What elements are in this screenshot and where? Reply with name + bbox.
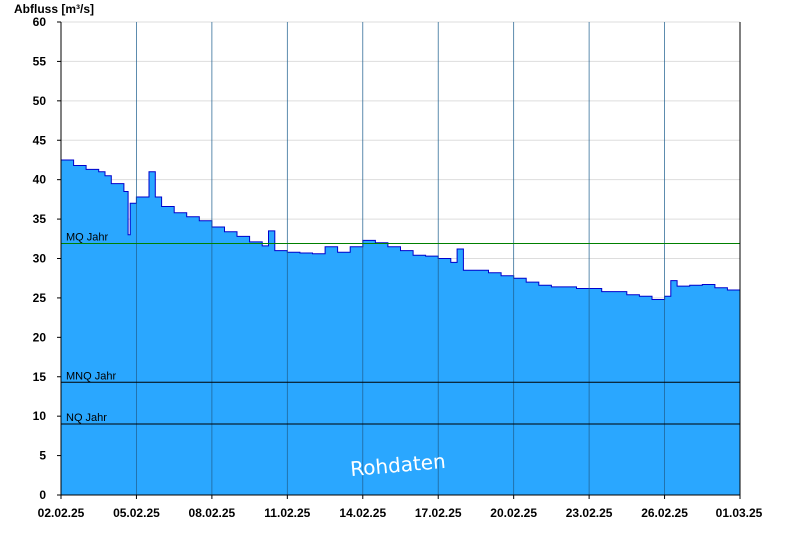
y-tick-label: 40	[33, 173, 47, 187]
x-tick-label: 08.02.25	[189, 506, 236, 520]
y-tick-label: 50	[33, 94, 47, 108]
y-tick-label: 45	[33, 133, 47, 147]
x-tick-label: 17.02.25	[415, 506, 462, 520]
x-tick-label: 05.02.25	[113, 506, 160, 520]
axes	[57, 21, 741, 499]
y-tick-label: 60	[33, 15, 47, 29]
y-tick-label: 35	[33, 212, 47, 226]
x-tick-label: 14.02.25	[339, 506, 386, 520]
y-tick-label: 15	[33, 370, 47, 384]
x-tick-label: 01.03.25	[716, 506, 763, 520]
y-axis-label: Abfluss [m³/s]	[14, 2, 94, 16]
y-tick-label: 55	[33, 54, 47, 68]
reference-label: MNQ Jahr	[66, 370, 116, 382]
x-tick-label: 11.02.25	[264, 506, 310, 520]
y-tick-labels: 0 5 10 15 20 25 30 35 40 45 50 55 60	[33, 15, 47, 502]
x-tick-label: 26.02.25	[641, 506, 688, 520]
discharge-line	[61, 159, 741, 300]
x-tick-label: 23.02.25	[566, 506, 613, 520]
x-tick-labels: 02.02.25 05.02.25 08.02.25 11.02.25 14.02.25…	[38, 506, 763, 520]
y-tick-label: 0	[39, 488, 46, 502]
y-tick-label: 20	[33, 330, 47, 344]
y-tick-label: 25	[33, 291, 47, 305]
discharge-area	[61, 160, 740, 495]
y-tick-label: 10	[33, 409, 47, 423]
reference-label: MQ Jahr	[66, 232, 109, 244]
reference-label: NQ Jahr	[66, 412, 107, 424]
x-tick-label: 02.02.25	[38, 506, 85, 520]
y-tick-label: 30	[33, 252, 47, 266]
reference-lines: MQ Jahr MNQ Jahr NQ Jahr	[61, 232, 740, 425]
x-tick-label: 20.02.25	[490, 506, 537, 520]
y-tick-label: 5	[39, 449, 46, 463]
